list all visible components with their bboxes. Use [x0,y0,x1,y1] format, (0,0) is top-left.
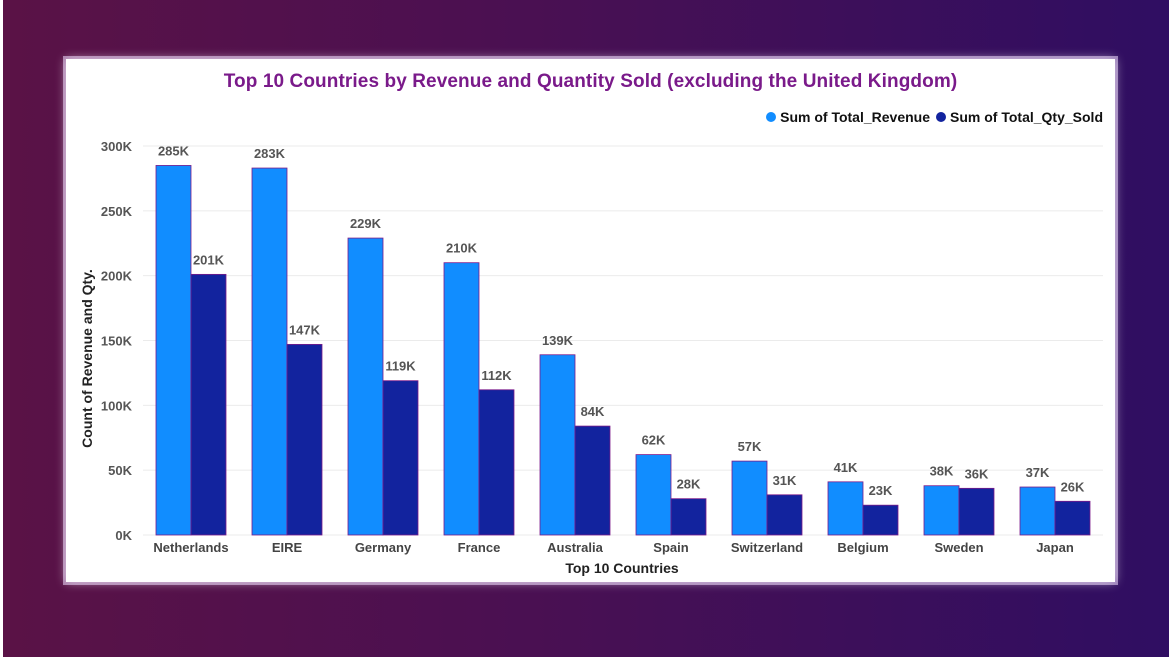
bar-qty-france [478,389,515,536]
data-label: 229K [350,216,382,231]
y-tick-label: 100K [101,398,133,413]
bar-qty-spain [670,498,707,536]
bar-revenue-eire [251,167,288,536]
x-tick-label: Germany [355,540,412,555]
data-label: 210K [446,241,478,256]
legend: Sum of Total_Revenue Sum of Total_Qty_So… [766,109,1103,125]
legend-item-revenue[interactable]: Sum of Total_Revenue [766,109,930,125]
x-axis-title: Top 10 Countries [565,560,679,576]
legend-label-qty: Sum of Total_Qty_Sold [950,109,1103,125]
data-label: 31K [773,473,797,488]
bar-revenue-france [443,262,480,536]
bar-revenue-netherlands [155,165,192,536]
bar-revenue-sweden [923,485,960,536]
data-label: 38K [930,464,954,479]
data-label: 112K [481,368,512,383]
bar-qty-netherlands [190,273,227,536]
bar-revenue-spain [635,454,672,536]
bar-qty-eire [286,343,323,536]
bar-chart: 0K 50K 100K 150K 200K 250K 300K 285K 201K Netherl… [79,139,1103,576]
x-tick-label: Netherlands [153,540,228,555]
chart-title: Top 10 Countries by Revenue and Quantity… [223,71,958,92]
bar-revenue-germany [347,237,384,536]
x-tick-label: Sweden [934,540,983,555]
data-label: 57K [738,439,762,454]
x-tick-label: EIRE [272,540,303,555]
x-tick-label: Switzerland [731,540,803,555]
x-tick-label: France [458,540,501,555]
bar-qty-switzerland [766,494,803,536]
y-tick-label: 50K [108,463,132,478]
data-label: 37K [1026,465,1050,480]
data-label: 23K [869,483,893,498]
bar-qty-japan [1054,500,1091,536]
legend-label-revenue: Sum of Total_Revenue [780,109,931,125]
y-tick-label: 250K [101,204,133,219]
data-label: 147K [289,322,321,337]
y-tick-label: 150K [101,334,133,349]
y-tick-label: 300K [101,139,133,154]
bar-revenue-belgium [827,481,864,536]
data-label: 283K [254,146,286,161]
data-label: 26K [1061,479,1085,494]
data-label: 41K [834,460,858,475]
legend-dot-revenue [766,112,777,122]
data-label: 84K [581,404,605,419]
chart-card: Top 10 Countries by Revenue and Quantity… [66,59,1115,582]
data-label: 285K [158,143,190,158]
x-tick-label: Belgium [837,540,888,555]
data-label: 119K [385,359,416,374]
bar-qty-germany [382,380,419,536]
data-label: 28K [677,477,701,492]
data-label: 201K [193,252,225,267]
legend-dot-qty [936,112,947,122]
data-label: 36K [965,466,989,481]
bar-qty-australia [574,425,611,536]
x-tick-label: Japan [1036,540,1074,555]
legend-item-qty[interactable]: Sum of Total_Qty_Sold [936,109,1103,125]
data-label: 139K [542,333,574,348]
x-tick-label: Australia [547,540,603,555]
x-tick-label: Spain [653,540,688,555]
bar-revenue-australia [539,354,576,536]
bar-qty-belgium [862,504,899,536]
y-tick-label: 0K [115,528,132,543]
bar-revenue-japan [1019,486,1056,536]
y-tick-label: 200K [101,269,133,284]
bar-revenue-switzerland [731,460,768,536]
y-axis-title: Count of Revenue and Qty. [79,269,95,448]
bar-qty-sweden [958,487,995,536]
data-label: 62K [642,433,666,448]
